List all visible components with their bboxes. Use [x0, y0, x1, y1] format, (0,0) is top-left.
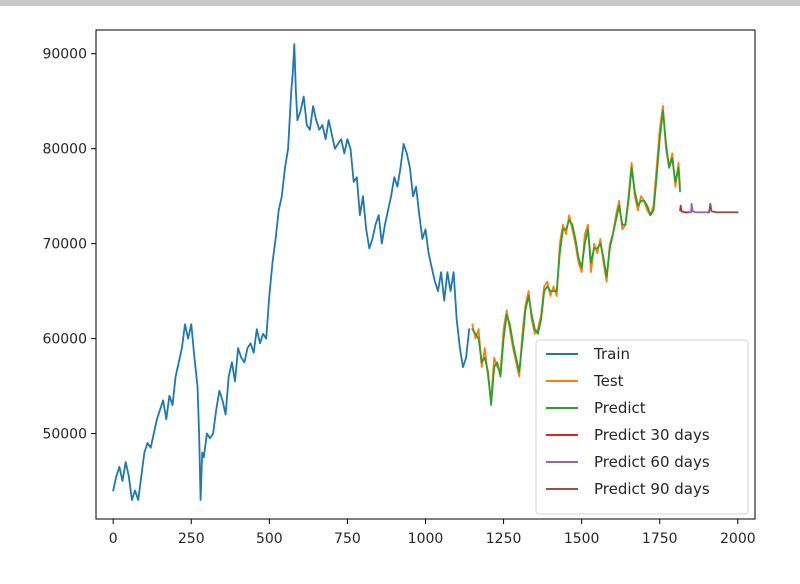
y-tick-label: 70000: [42, 237, 87, 253]
x-tick-label: 500: [256, 531, 283, 547]
legend-label-train: Train: [593, 345, 630, 363]
x-axis: 0 250 500 750 1000 1250 1500 1750 2000: [109, 519, 756, 547]
series-line-predict-30-days: [679, 204, 691, 214]
series-line-predict-60-days: [688, 202, 710, 214]
window-top-bar: [0, 0, 800, 6]
plot-area: [112, 43, 739, 501]
y-tick-label: 60000: [42, 332, 87, 348]
y-tick-label: 50000: [42, 427, 87, 443]
x-tick-label: 1000: [408, 531, 444, 547]
legend-label-predict-60-days: Predict 60 days: [594, 453, 710, 471]
legend-label-predict: Predict: [594, 399, 646, 417]
y-tick-label: 80000: [42, 142, 87, 158]
legend-box: [535, 339, 749, 515]
x-tick-label: 1250: [486, 531, 522, 547]
series-line-predict-90-days: [707, 202, 739, 214]
legend-label-predict-30-days: Predict 30 days: [594, 426, 710, 444]
x-tick-label: 0: [109, 531, 118, 547]
x-tick-label: 250: [178, 531, 205, 547]
y-tick-label: 90000: [42, 47, 87, 63]
x-tick-label: 1500: [564, 531, 600, 547]
legend: Train Test Predict Predict 30 days Predict 6…: [535, 339, 749, 515]
y-axis: 50000 60000 70000 80000 90000: [42, 47, 96, 443]
series-line-predict: [471, 109, 681, 407]
x-tick-label: 1750: [642, 531, 678, 547]
legend-label-predict-90-days: Predict 90 days: [594, 480, 710, 498]
x-tick-label: 750: [334, 531, 361, 547]
series-line-train: [112, 43, 471, 501]
legend-label-test: Test: [593, 372, 624, 390]
x-tick-label: 2000: [720, 531, 756, 547]
